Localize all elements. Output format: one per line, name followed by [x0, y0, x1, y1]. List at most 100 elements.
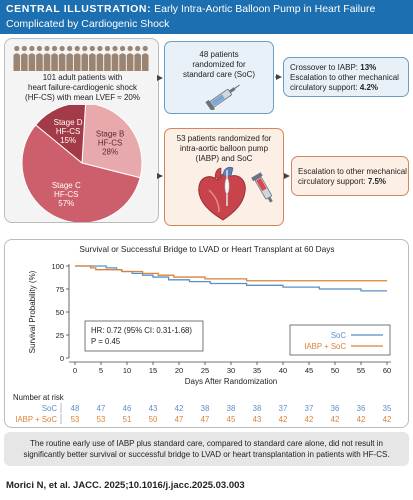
x-tick-label: 45 — [305, 366, 313, 375]
pie-label-sub: HF-CS — [98, 138, 122, 147]
soc-crossover: Crossover to IABP: 13% — [290, 63, 376, 73]
y-tick-label: 50 — [56, 308, 64, 317]
pie-label-pct: 57% — [58, 199, 74, 208]
risk-value: 43 — [149, 404, 158, 413]
risk-value: 48 — [71, 404, 80, 413]
x-tick-label: 20 — [175, 366, 183, 375]
x-tick-label: 0 — [73, 366, 77, 375]
km-chart: Survival or Successful Bridge to LVAD or… — [13, 244, 392, 424]
conclusion-line1: The routine early use of IABP plus stand… — [30, 439, 383, 448]
flow-arrows — [157, 74, 290, 179]
person-icon — [89, 45, 96, 71]
iabp-outcome-box: Escalation to other mechanical circulato… — [291, 156, 409, 196]
risk-value: 36 — [357, 404, 366, 413]
risk-value: 42 — [279, 415, 288, 424]
y-tick-label: 25 — [56, 331, 64, 340]
x-tick-label: 10 — [123, 366, 131, 375]
person-icon — [66, 45, 73, 71]
x-tick-label: 50 — [331, 366, 339, 375]
km-chart-panel: Survival or Successful Bridge to LVAD or… — [4, 239, 409, 428]
soc-line2: randomized for — [192, 60, 246, 69]
iabp-syringe-icon — [251, 172, 273, 203]
y-axis-label: Survival Probability (%) — [28, 270, 37, 353]
x-tick-label: 15 — [149, 366, 157, 375]
pie-label-sub: HF-CS — [54, 190, 78, 199]
person-icon — [126, 45, 134, 71]
risk-row-label: IABP + SoC — [15, 415, 57, 424]
population-text: 101 adult patients with heart failure-ca… — [5, 73, 158, 103]
header-title-line1: CENTRAL ILLUSTRATION: Early Intra-Aortic… — [6, 3, 375, 15]
hr-text: HR: 0.72 (95% CI: 0.31-1.68) — [91, 326, 192, 335]
person-icon — [58, 45, 66, 71]
citation: Morici N, et al. JACC. 2025;10.1016/j.ja… — [6, 480, 245, 491]
header-title-line2: Complicated by Cardiogenic Shock — [6, 18, 170, 30]
iabp-escalation-value: 7.5% — [367, 177, 387, 186]
iabp-line1: 53 patients randomized for — [176, 134, 272, 143]
p-value-text: P = 0.45 — [91, 337, 121, 346]
soc-line1: 48 patients — [199, 50, 239, 59]
x-tick-label: 40 — [279, 366, 287, 375]
person-icon — [119, 45, 126, 71]
pie-label-name: Stage C — [52, 181, 81, 190]
soc-arm-box: 48 patients randomized for standard care… — [164, 41, 274, 114]
pie-slice — [34, 105, 86, 165]
population-line2: heart failure-cardiogenic shock — [28, 83, 137, 92]
heart-icon — [198, 166, 246, 221]
risk-value: 51 — [123, 415, 132, 424]
x-tick-label: 25 — [201, 366, 209, 375]
risk-table-title: Number at risk — [13, 393, 64, 402]
legend: SoC IABP + SoC — [289, 324, 391, 356]
risk-value: 50 — [149, 415, 158, 424]
risk-value: 47 — [97, 404, 106, 413]
person-icon — [111, 45, 119, 71]
risk-value: 46 — [123, 404, 132, 413]
y-tick-label: 0 — [60, 354, 64, 363]
x-tick-label: 30 — [227, 366, 235, 375]
x-axis-label: Days After Randomization — [185, 377, 278, 386]
risk-value: 38 — [227, 404, 236, 413]
risk-row-label: SoC — [42, 404, 58, 413]
hr-box — [84, 320, 204, 352]
iabp-escalation-label: circulatory support: — [298, 177, 368, 186]
person-icon — [28, 45, 36, 71]
x-tick-label: 60 — [383, 366, 391, 375]
legend-label: SoC — [331, 331, 347, 340]
soc-crossover-label: Crossover to IABP: — [290, 63, 361, 72]
iabp-escalation-line2: circulatory support: 7.5% — [298, 177, 386, 187]
pie-label-pct: 15% — [60, 136, 76, 145]
person-icon — [51, 45, 58, 71]
conclusion-line2: significantly better survival or success… — [23, 450, 390, 459]
syringe-icon — [205, 84, 240, 110]
series-line — [75, 265, 387, 282]
risk-value: 53 — [97, 415, 106, 424]
population-line1: 101 adult patients with — [42, 73, 123, 82]
pie-label-name: Stage D — [54, 118, 83, 127]
risk-value: 38 — [253, 404, 262, 413]
pie-slice — [81, 105, 143, 179]
risk-value: 53 — [71, 415, 80, 424]
person-icon — [96, 45, 104, 71]
population-line3: (HF-CS) with mean LVEF ≈ 20% — [25, 93, 140, 102]
person-icon — [81, 45, 89, 71]
risk-value: 35 — [383, 404, 392, 413]
risk-value: 42 — [357, 415, 366, 424]
risk-value: 36 — [331, 404, 340, 413]
hr-annotation: HR: 0.72 (95% CI: 0.31-1.68) P = 0.45 — [84, 320, 204, 352]
legend-label: IABP + SoC — [304, 342, 346, 351]
iabp-line2: intra-aortic balloon pump — [179, 144, 269, 153]
risk-value: 37 — [279, 404, 288, 413]
soc-escalation-value: 4.2% — [359, 83, 379, 92]
conclusion-box: The routine early use of IABP plus stand… — [4, 432, 409, 466]
person-icon — [141, 45, 149, 71]
iabp-escalation-line1: Escalation to other mechanical — [298, 167, 407, 176]
person-icon — [21, 45, 28, 71]
legend-box — [289, 324, 391, 356]
pie-label-sub: HF-CS — [56, 127, 80, 136]
person-icon — [36, 45, 43, 71]
risk-value: 42 — [383, 415, 392, 424]
y-tick-label: 100 — [51, 262, 64, 271]
header-banner: CENTRAL ILLUSTRATION: Early Intra-Aortic… — [0, 0, 413, 34]
person-icon — [134, 45, 141, 71]
soc-escalation-line2: circulatory support: 4.2% — [290, 83, 378, 93]
